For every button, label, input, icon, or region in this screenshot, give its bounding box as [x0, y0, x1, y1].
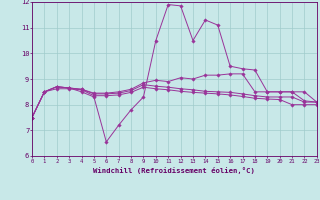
X-axis label: Windchill (Refroidissement éolien,°C): Windchill (Refroidissement éolien,°C) — [93, 167, 255, 174]
